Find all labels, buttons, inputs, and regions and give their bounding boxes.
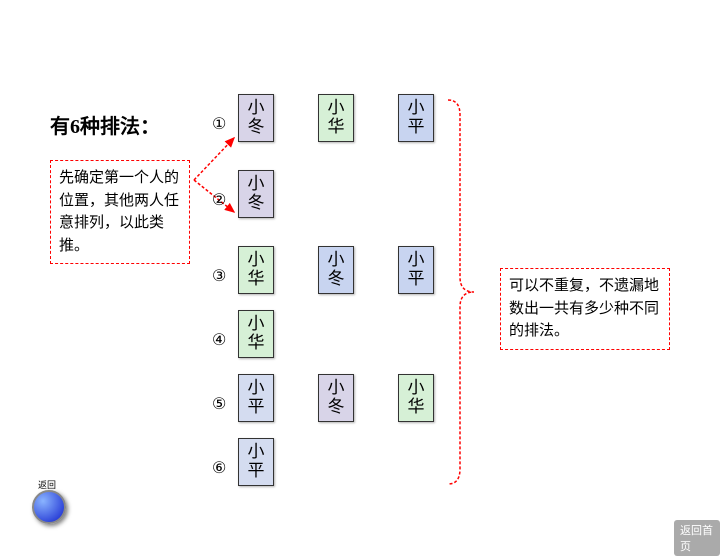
name-box: 小华 [238, 310, 274, 358]
row-label: ③ [212, 266, 226, 286]
row-label: ⑥ [212, 458, 226, 478]
page-title: 有6种排法： [50, 110, 160, 139]
name-box: 小平 [238, 374, 274, 422]
name-box: 小平 [398, 94, 434, 142]
name-box: 小华 [238, 246, 274, 294]
note-left: 先确定第一个人的位置，其他两人任意排列，以此类推。 [50, 160, 190, 264]
row-label: ① [212, 114, 226, 134]
name-box: 小华 [318, 94, 354, 142]
row-label: ② [212, 190, 226, 210]
name-box: 小冬 [318, 374, 354, 422]
row-label: ⑤ [212, 394, 226, 414]
note-right: 可以不重复，不遗漏地数出一共有多少种不同的排法。 [500, 268, 670, 350]
name-box: 小平 [238, 438, 274, 486]
name-box: 小华 [398, 374, 434, 422]
name-box: 小平 [398, 246, 434, 294]
row-label: ④ [212, 330, 226, 350]
name-box: 小冬 [238, 94, 274, 142]
back-home-button[interactable]: 返回首页 [674, 520, 720, 556]
name-box: 小冬 [318, 246, 354, 294]
back-button[interactable] [32, 490, 66, 524]
name-box: 小冬 [238, 170, 274, 218]
